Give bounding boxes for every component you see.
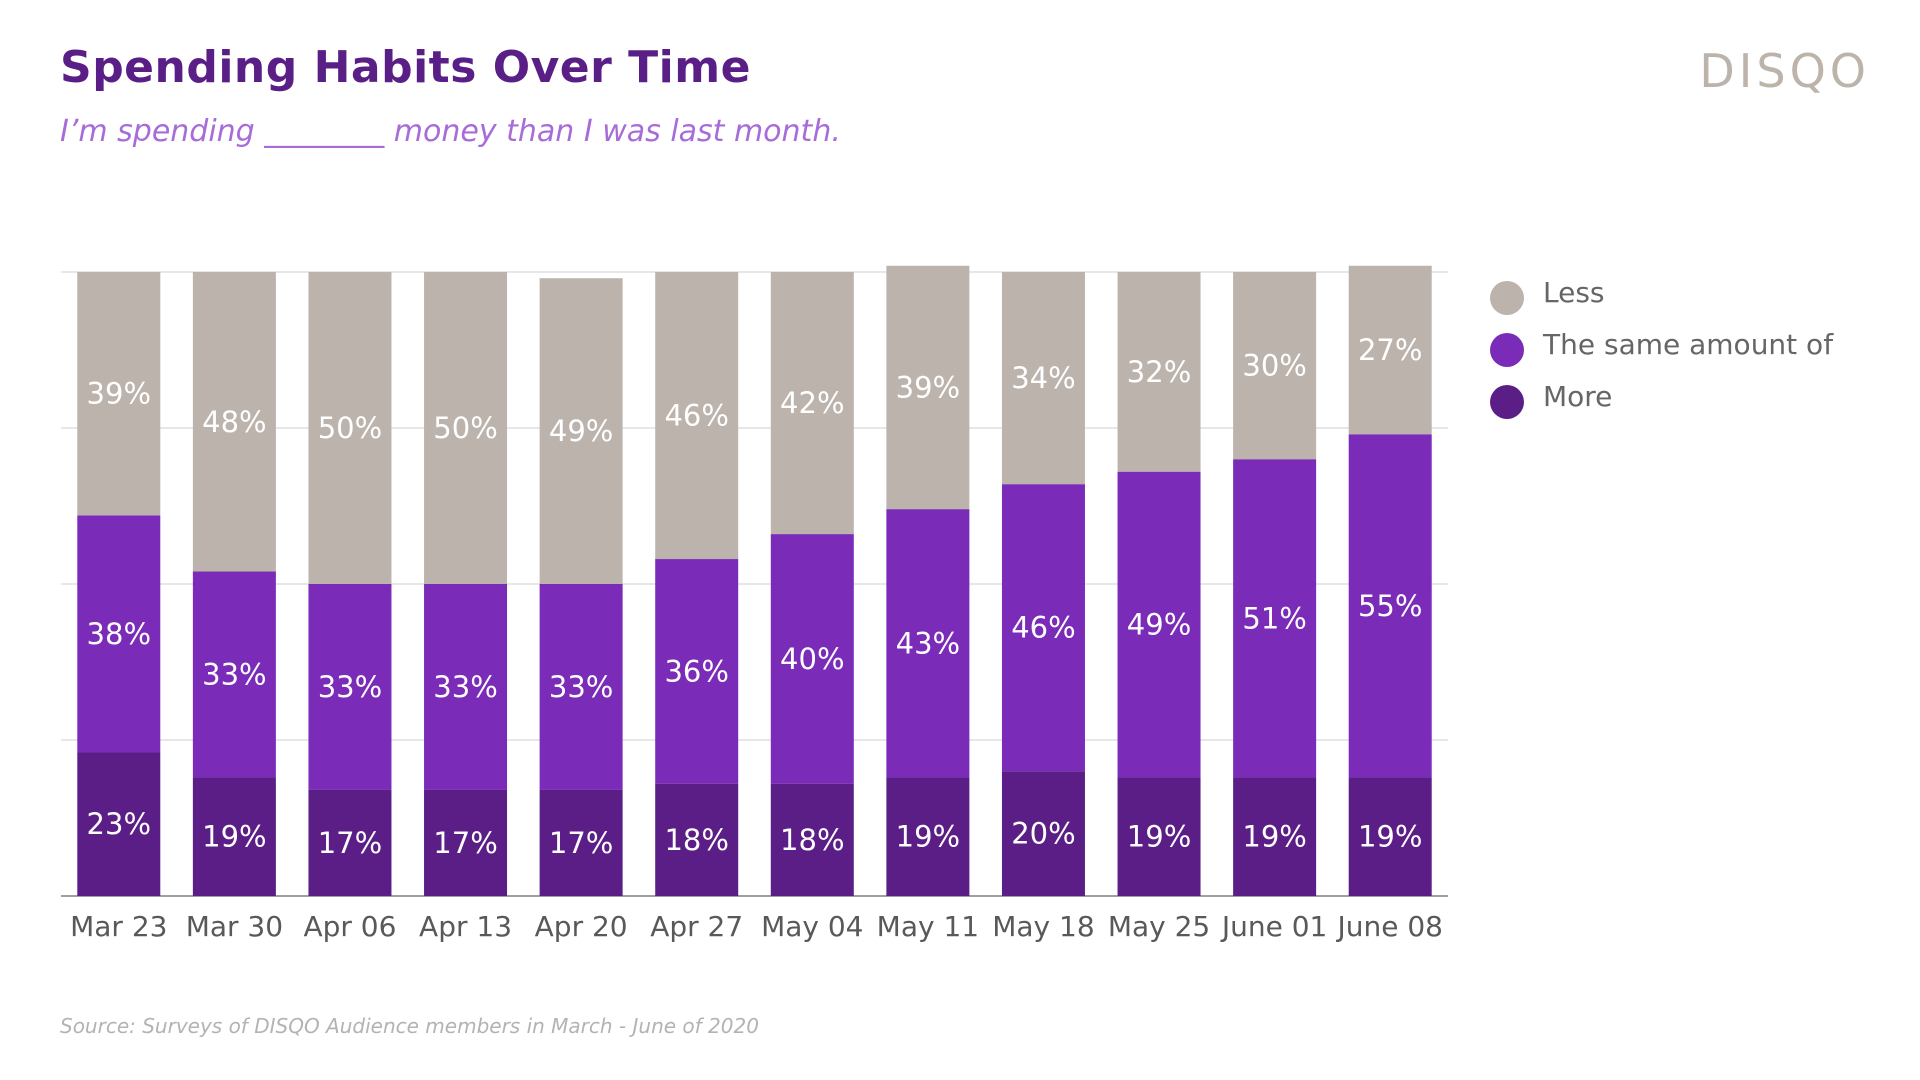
x-tick-label: May 11 xyxy=(877,910,979,943)
x-tick-label: May 25 xyxy=(1108,910,1210,943)
data-label: 39% xyxy=(87,377,151,411)
bar-the-same-amount-of xyxy=(192,571,276,778)
bar-more xyxy=(1001,771,1085,896)
data-label: 51% xyxy=(1242,601,1306,635)
x-axis: Mar 23 Mar 30 Apr 06 Apr 13 Apr 20 Apr 27 May … xyxy=(70,910,1443,943)
bar-more xyxy=(655,783,739,896)
bar-the-same-amount-of xyxy=(308,584,392,790)
bar-the-same-amount-of xyxy=(886,509,970,778)
x-tick-label: June 01 xyxy=(1220,910,1328,943)
data-label: 48% xyxy=(202,405,266,439)
data-label: 17% xyxy=(318,826,382,860)
data-label: 39% xyxy=(896,370,960,404)
bar-less xyxy=(1001,272,1085,485)
data-label: 43% xyxy=(896,626,960,660)
data-label: 36% xyxy=(664,654,728,688)
x-tick-label: May 04 xyxy=(761,910,863,943)
data-label: 33% xyxy=(433,670,497,704)
data-label: 42% xyxy=(780,386,844,420)
data-label: 18% xyxy=(780,823,844,857)
grid-lines xyxy=(61,271,1448,897)
data-label: 19% xyxy=(202,820,266,854)
bar-more xyxy=(1117,777,1201,896)
bar-more xyxy=(77,752,161,896)
data-label: 18% xyxy=(664,823,728,857)
data-label: 27% xyxy=(1358,333,1422,367)
legend-label: More xyxy=(1543,380,1612,413)
x-tick-label: Apr 20 xyxy=(535,910,628,943)
source-note: Source: Surveys of DISQO Audience member… xyxy=(60,1014,759,1038)
bar-less xyxy=(308,272,392,584)
bar-more xyxy=(770,783,854,896)
legend: Less The same amount of More xyxy=(1490,276,1834,419)
bar-the-same-amount-of xyxy=(539,584,623,790)
legend-swatch xyxy=(1490,281,1524,315)
chart-subtitle: I’m spending ________ money than I was l… xyxy=(60,114,841,149)
bar-more xyxy=(424,789,508,896)
data-label: 20% xyxy=(1011,817,1075,851)
bar-the-same-amount-of xyxy=(1001,484,1085,772)
chart-title: Spending Habits Over Time xyxy=(60,42,751,93)
data-label: 19% xyxy=(1358,820,1422,854)
data-label: 50% xyxy=(318,411,382,445)
bar-less xyxy=(539,278,623,584)
data-label: 17% xyxy=(433,826,497,860)
data-label: 19% xyxy=(1242,820,1306,854)
x-tick-label: June 08 xyxy=(1335,910,1443,943)
bar-less xyxy=(192,272,276,572)
bar-the-same-amount-of xyxy=(1117,471,1201,778)
bar-less xyxy=(1348,265,1432,435)
bar-less xyxy=(886,265,970,510)
data-label: 33% xyxy=(202,657,266,691)
x-tick-label: Apr 13 xyxy=(419,910,512,943)
bar-more xyxy=(192,777,276,896)
bar-more xyxy=(886,777,970,896)
bar-less xyxy=(770,272,854,535)
data-label: 46% xyxy=(1011,611,1075,645)
x-tick-label: Mar 23 xyxy=(70,910,167,943)
bar-the-same-amount-of xyxy=(424,584,508,790)
data-label: 33% xyxy=(549,670,613,704)
data-label: 17% xyxy=(549,826,613,860)
bar-more xyxy=(1348,777,1432,896)
bar-less xyxy=(424,272,508,584)
data-label: 19% xyxy=(896,820,960,854)
x-tick-label: Apr 27 xyxy=(650,910,743,943)
bar-less xyxy=(77,272,161,516)
bar-the-same-amount-of xyxy=(1233,459,1317,778)
data-label: 55% xyxy=(1358,589,1422,623)
data-label: 40% xyxy=(780,642,844,676)
data-label: 19% xyxy=(1127,820,1191,854)
legend-swatch xyxy=(1490,333,1524,367)
data-label: 33% xyxy=(318,670,382,704)
bar-more xyxy=(1233,777,1317,896)
bar-more xyxy=(539,789,623,896)
x-tick-label: Apr 06 xyxy=(303,910,396,943)
bar-less xyxy=(1117,272,1201,472)
legend-swatch xyxy=(1490,385,1524,419)
data-label: 50% xyxy=(433,411,497,445)
data-label: 38% xyxy=(87,617,151,651)
data-label: 30% xyxy=(1242,349,1306,383)
legend-label: The same amount of xyxy=(1542,328,1834,361)
x-tick-label: Mar 30 xyxy=(186,910,283,943)
data-label: 23% xyxy=(87,807,151,841)
data-label: 49% xyxy=(549,414,613,448)
bar-the-same-amount-of xyxy=(77,515,161,753)
data-label: 34% xyxy=(1011,361,1075,395)
data-label: 46% xyxy=(664,399,728,433)
x-tick-label: May 18 xyxy=(992,910,1094,943)
data-label: 49% xyxy=(1127,608,1191,642)
legend-label: Less xyxy=(1543,276,1605,309)
bar-less xyxy=(655,272,739,560)
bar-the-same-amount-of xyxy=(1348,434,1432,778)
bar-more xyxy=(308,789,392,896)
data-label: 32% xyxy=(1127,355,1191,389)
disqo-logo: DISQO xyxy=(1699,44,1870,98)
bar-less xyxy=(1233,272,1317,460)
bars: 23% 38% 39% 19% 33% 48% 17% 33% 50% 17% 33% 50% 17% 3… xyxy=(77,265,1432,896)
bar-the-same-amount-of xyxy=(770,534,854,784)
bar-the-same-amount-of xyxy=(655,559,739,784)
